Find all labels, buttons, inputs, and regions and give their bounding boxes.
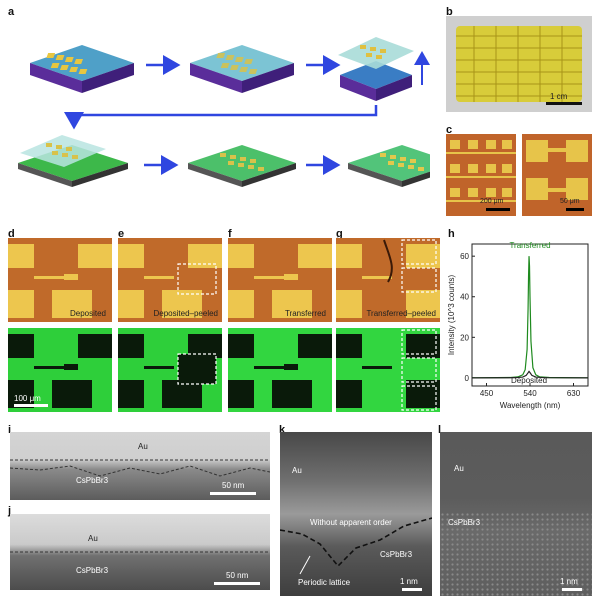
label-k-disorder: Without apparent order <box>310 518 392 527</box>
substrate-step-2 <box>190 45 294 93</box>
pl-image-e <box>118 328 222 412</box>
label-f: Transferred <box>284 309 326 318</box>
lattice-texture <box>440 512 592 596</box>
label-k-lattice: Periodic lattice <box>298 578 351 587</box>
panel-b-photo: 1 cm <box>446 16 592 112</box>
panel-label-g: g <box>336 228 343 240</box>
substrate-step-5 <box>188 145 296 187</box>
label-e: Deposited–peeled <box>153 309 219 318</box>
scale-label-i: 50 nm <box>222 481 245 490</box>
optical-image-f: Transferred <box>228 238 332 322</box>
panel-a-schematic <box>18 37 430 187</box>
scale-label-k: 1 nm <box>400 577 418 586</box>
label-j-au: Au <box>88 534 98 543</box>
scale-label-l: 1 nm <box>560 577 578 586</box>
label-l-cspbbr3: CsPbBr3 <box>448 518 481 527</box>
x-tick-label: 450 <box>480 389 494 398</box>
x-tick-label: 540 <box>523 389 537 398</box>
scale-bar-j <box>214 582 260 585</box>
scale-label-d: 100 μm <box>14 394 41 403</box>
panel-c-left: 200 μm <box>446 134 516 216</box>
scale-label-j: 50 nm <box>226 571 249 580</box>
panel-c-right: 50 μm <box>522 134 592 216</box>
panel-label-l: l <box>438 424 442 436</box>
panel-label-h: h <box>448 228 455 240</box>
panel-label-e: e <box>118 228 125 240</box>
series-line-deposited <box>471 370 589 379</box>
substrate-step-3 <box>338 37 430 101</box>
y-tick-label: 0 <box>465 374 470 383</box>
scale-bar-k <box>402 588 422 591</box>
scale-bar-i <box>210 492 256 495</box>
label-l-au: Au <box>454 464 464 473</box>
panel-l-hrtem: Au CsPbBr3 1 nm <box>440 432 592 596</box>
pl-image-g <box>336 328 440 412</box>
y-tick-label: 60 <box>460 252 469 261</box>
panel-i-tem: Au CsPbBr3 50 nm <box>10 432 270 500</box>
substrate-step-1 <box>30 45 134 93</box>
label-j-cspbbr3: CsPbBr3 <box>76 566 109 575</box>
substrate-step-4 <box>18 135 128 187</box>
scale-label-c-right: 50 μm <box>560 198 580 205</box>
scale-bar-b <box>546 102 582 105</box>
pl-image-f <box>228 328 332 412</box>
scale-label-c-left: 200 μm <box>480 198 504 205</box>
panel-label-k: k <box>279 424 286 436</box>
panel-label-b: b <box>446 6 453 18</box>
label-k-au: Au <box>292 466 302 475</box>
scale-bar-c-right <box>566 208 584 211</box>
panel-label-a: a <box>8 6 15 18</box>
device-sheet <box>456 26 582 102</box>
scale-bar-c-left <box>486 208 510 211</box>
label-d: Deposited <box>69 309 106 318</box>
optical-image-g: Transferred–peeled <box>336 238 440 322</box>
panel-k-hrtem: Au Without apparent order CsPbBr3 Period… <box>280 432 432 596</box>
series-label-transferred: Transferred <box>509 241 550 250</box>
optical-image-d: Deposited <box>8 238 112 322</box>
panel-label-j: j <box>8 505 12 517</box>
pl-image-d: 100 μm <box>8 328 112 412</box>
scale-label-b: 1 cm <box>550 92 568 101</box>
x-tick-label: 630 <box>567 389 581 398</box>
panel-label-i: i <box>8 424 12 436</box>
electrode-lines <box>456 26 582 102</box>
substrate-step-6 <box>348 145 430 187</box>
panel-h-chart: 0 20 40 60 450 540 630 Transferred Deposited Wave… <box>447 241 589 410</box>
optical-image-e: Deposited–peeled <box>118 238 222 322</box>
label-i-cspbbr3: CsPbBr3 <box>76 476 109 485</box>
label-i-au: Au <box>138 442 148 451</box>
x-axis-label: Wavelength (nm) <box>500 401 561 410</box>
scale-bar-l <box>562 588 582 591</box>
panel-label-f: f <box>228 228 232 240</box>
scale-bar-d <box>14 404 48 407</box>
panel-label-d: d <box>8 228 15 240</box>
y-tick-label: 40 <box>460 293 469 302</box>
label-k-cspbbr3: CsPbBr3 <box>380 550 413 559</box>
series-label-deposited: Deposited <box>511 376 547 385</box>
y-tick-label: 20 <box>460 333 469 342</box>
panel-label-c: c <box>446 124 453 136</box>
y-axis-label: Intensity (10^3 counts) <box>447 275 456 356</box>
label-g: Transferred–peeled <box>366 309 436 318</box>
series-line-transferred <box>471 256 589 379</box>
panel-j-tem: Au CsPbBr3 50 nm <box>10 514 270 590</box>
